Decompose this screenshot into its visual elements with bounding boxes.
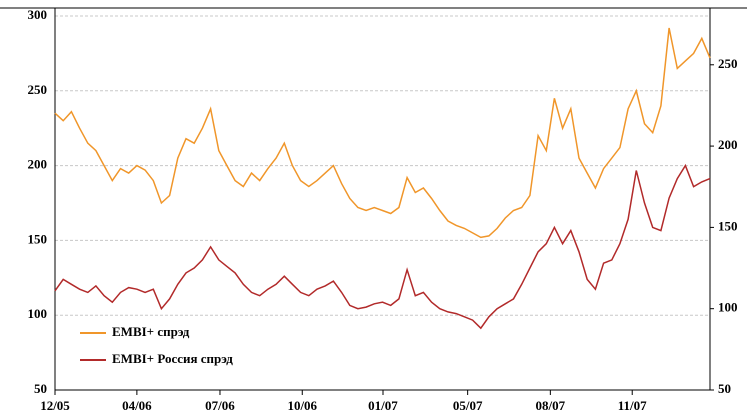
x-tick-label: 10/06 <box>287 398 317 413</box>
x-tick-label: 05/07 <box>453 398 483 413</box>
y2-tick-label: 200 <box>718 137 738 152</box>
x-tick-label: 04/06 <box>122 398 152 413</box>
y2-tick-label: 250 <box>718 56 738 71</box>
x-tick-label: 11/07 <box>618 398 647 413</box>
y-tick-label: 200 <box>28 157 48 172</box>
y2-tick-label: 50 <box>718 381 731 396</box>
y-tick-label: 50 <box>34 381 47 396</box>
legend-label: EMBI+ Россия спрэд <box>112 351 233 366</box>
y2-tick-label: 150 <box>718 218 738 233</box>
legend-label: EMBI+ спрэд <box>112 324 190 339</box>
series-line <box>54 27 711 239</box>
y2-tick-label: 100 <box>718 300 738 315</box>
y-tick-label: 150 <box>28 231 48 246</box>
y-tick-label: 100 <box>28 306 48 321</box>
x-tick-label: 12/05 <box>40 398 70 413</box>
y-tick-label: 250 <box>28 82 48 97</box>
y-tick-label: 300 <box>28 7 48 22</box>
series-line <box>54 163 711 330</box>
x-tick-label: 01/07 <box>368 398 398 413</box>
x-tick-label: 07/06 <box>205 398 235 413</box>
x-tick-label: 08/07 <box>536 398 566 413</box>
